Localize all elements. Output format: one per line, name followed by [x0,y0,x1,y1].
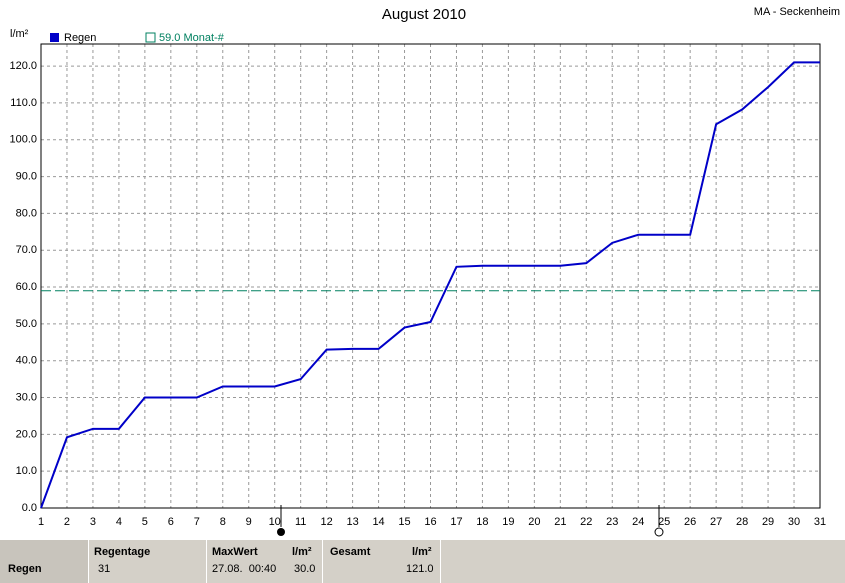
y-tick-label: 0.0 [22,502,37,514]
cell [322,540,441,583]
row-label: Regen [8,563,42,575]
y-tick-label: 60.0 [16,281,37,293]
y-tick-label: 110.0 [10,97,37,109]
legend-swatch [145,32,156,43]
value: 31 [98,563,111,575]
x-tick-label: 23 [606,516,618,528]
x-tick-label: 21 [554,516,566,528]
x-tick-label: 12 [321,516,333,528]
x-tick-label: 10 [269,516,281,528]
x-tick-label: 31 [814,516,826,528]
header: MaxWert [212,546,258,558]
x-tick-label: 22 [580,516,592,528]
y-tick-label: 30.0 [16,391,37,403]
y-tick-label: 100.0 [9,134,37,146]
cell [206,540,323,583]
x-tick-label: 13 [346,516,358,528]
x-tick-label: 6 [168,516,174,528]
y-tick-label: 70.0 [16,244,37,256]
legend-label: Regen [64,32,96,44]
cell [88,540,207,583]
x-tick-label: 25 [658,516,670,528]
x-tick-label: 20 [528,516,540,528]
y-tick-label: 90.0 [16,170,37,182]
x-tick-label: 7 [194,516,200,528]
cell [0,540,89,583]
value: 30.0 [294,563,316,575]
unit: l/m² [412,546,432,558]
y-tick-label: 10.0 [16,465,37,477]
moon-new [654,527,664,537]
x-tick-label: 16 [424,516,436,528]
unit: l/m² [292,546,312,558]
x-tick-label: 30 [788,516,800,528]
x-tick-label: 29 [762,516,774,528]
y-tick-label: 50.0 [16,318,37,330]
y-tick-label: 120.0 [9,60,37,72]
y-tick-label: 80.0 [16,207,37,219]
x-tick-label: 18 [476,516,488,528]
x-tick-label: 17 [450,516,462,528]
y-tick-label: 20.0 [16,428,37,440]
date: 27.08. 00:40 [212,563,277,575]
y-tick-label: 40.0 [16,355,37,367]
x-tick-label: 24 [632,516,644,528]
moon-full [277,528,285,536]
x-tick-label: 4 [116,516,122,528]
footer: Regen Regentage 31 MaxWert l/m² 27.08. 0… [0,540,845,583]
x-tick-label: 1 [38,516,44,528]
x-tick-label: 9 [246,516,252,528]
chart-title: August 2010 [382,6,466,23]
x-tick-label: 8 [220,516,226,528]
x-tick-label: 2 [64,516,70,528]
legend-swatch [50,33,59,42]
x-tick-label: 5 [142,516,148,528]
series-line [40,61,820,509]
x-tick-label: 11 [295,516,306,528]
plot-frame [40,43,821,509]
x-tick-label: 19 [502,516,514,528]
y-axis-label: l/m² [10,28,29,40]
x-tick-label: 27 [710,516,722,528]
header: Regentage [94,546,151,558]
legend-label: 59.0 Monat-# [159,32,225,44]
x-tick-label: 26 [684,516,696,528]
x-tick-label: 14 [372,516,384,528]
x-tick-label: 3 [90,516,96,528]
chart: August 2010 MA - Seckenheim l/m² Regen 5… [9,6,840,537]
header: Gesamt [330,546,371,558]
value: 121.0 [406,563,434,575]
station: MA - Seckenheim [754,6,840,18]
x-tick-label: 28 [736,516,748,528]
x-tick-label: 15 [398,516,410,528]
